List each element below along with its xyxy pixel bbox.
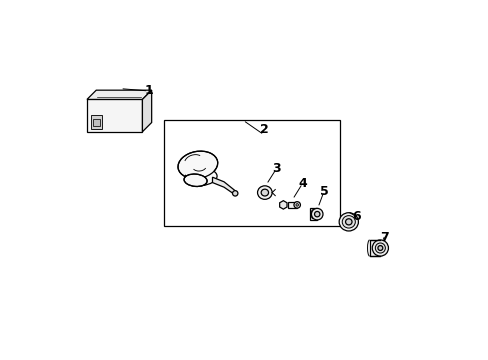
Text: 1: 1	[144, 85, 153, 98]
Text: 3: 3	[271, 162, 280, 175]
Ellipse shape	[339, 213, 358, 231]
Polygon shape	[279, 201, 286, 209]
Bar	[369, 240, 380, 256]
Circle shape	[314, 211, 319, 217]
Bar	[163, 120, 339, 226]
Text: 2: 2	[259, 123, 268, 136]
Circle shape	[377, 246, 382, 251]
Ellipse shape	[183, 174, 206, 186]
Circle shape	[295, 204, 298, 206]
Circle shape	[293, 202, 300, 208]
Circle shape	[232, 191, 238, 196]
Circle shape	[311, 208, 323, 220]
Ellipse shape	[184, 164, 214, 178]
Ellipse shape	[261, 189, 268, 196]
Circle shape	[375, 243, 385, 253]
Ellipse shape	[257, 186, 272, 199]
Ellipse shape	[184, 168, 217, 186]
Ellipse shape	[342, 216, 355, 228]
Text: 7: 7	[379, 231, 388, 244]
Bar	[287, 202, 297, 208]
Bar	[87, 99, 142, 132]
Polygon shape	[142, 90, 151, 132]
Text: 4: 4	[298, 177, 306, 190]
Text: 6: 6	[351, 210, 360, 223]
Bar	[91, 115, 102, 129]
Circle shape	[371, 240, 387, 256]
Polygon shape	[212, 177, 236, 196]
Ellipse shape	[178, 151, 217, 179]
Polygon shape	[87, 90, 151, 99]
Ellipse shape	[345, 219, 351, 225]
Bar	[93, 119, 100, 126]
Text: 5: 5	[319, 185, 328, 198]
Bar	[309, 208, 317, 220]
